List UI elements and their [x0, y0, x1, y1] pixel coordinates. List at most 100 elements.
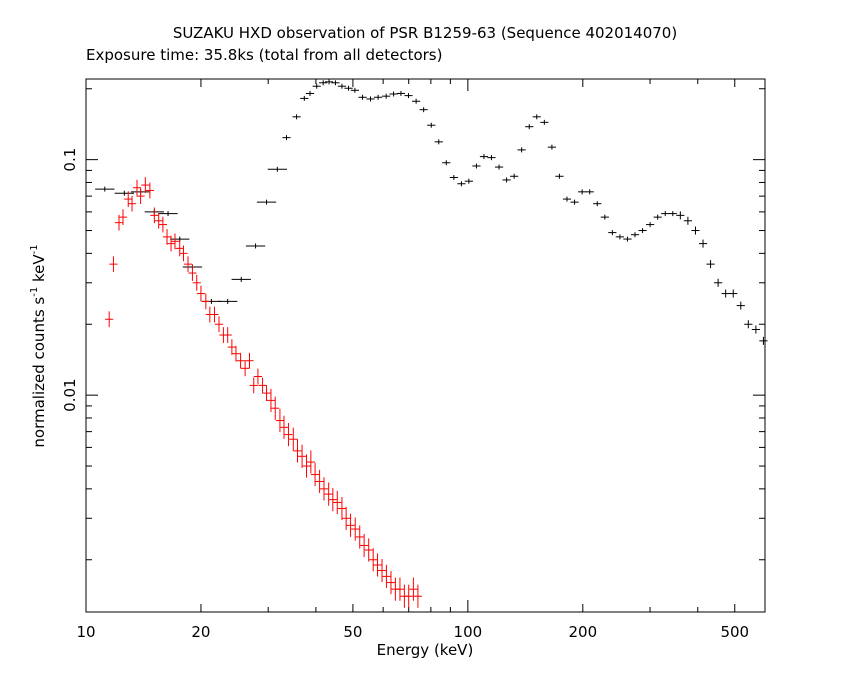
- data-point: [404, 584, 413, 608]
- data-point: [127, 195, 137, 212]
- data-point: [404, 93, 413, 99]
- data-point: [150, 207, 159, 224]
- data-point: [653, 214, 662, 220]
- data-point: [661, 211, 670, 217]
- data-point: [342, 506, 351, 530]
- data-point: [279, 415, 289, 439]
- data-point: [183, 256, 193, 273]
- data-point: [293, 439, 302, 463]
- data-point: [331, 80, 340, 86]
- data-point: [223, 327, 232, 343]
- y-tick-label: 0.1: [61, 148, 79, 172]
- data-point: [494, 164, 504, 170]
- y-axis-label-mid: keV: [30, 254, 48, 287]
- data-point: [736, 301, 745, 310]
- data-point: [578, 189, 587, 195]
- y-axis-label-main: normalized counts s: [30, 297, 48, 448]
- chart-title: SUZAKU HXD observation of PSR B1259-63 (…: [173, 24, 677, 42]
- data-point: [729, 289, 738, 298]
- data-point: [377, 558, 387, 583]
- data-point: [562, 196, 572, 202]
- data-point: [382, 564, 391, 588]
- data-point: [364, 538, 373, 562]
- data-point: [266, 388, 276, 412]
- data-point: [328, 488, 337, 512]
- data-point: [517, 147, 526, 153]
- data-point: [721, 289, 730, 298]
- data-point: [502, 177, 511, 183]
- data-point: [366, 96, 375, 102]
- axis-tick-labels: 10 20 50 100 200 500 0.1 0.01: [61, 148, 749, 641]
- axis-ticks: [85, 79, 766, 612]
- x-tick-label: 10: [76, 623, 95, 641]
- data-point: [369, 548, 378, 572]
- data-point: [373, 553, 382, 577]
- data-point: [759, 336, 768, 345]
- data-point: [630, 232, 640, 238]
- data-point: [271, 396, 280, 420]
- data-point: [412, 98, 421, 104]
- data-point: [413, 584, 423, 608]
- data-point: [683, 216, 692, 225]
- data-point: [608, 230, 617, 236]
- data-point: [141, 177, 150, 193]
- x-axis-label: Energy (keV): [377, 641, 474, 659]
- data-point: [310, 462, 320, 487]
- y-axis-label: normalized counts s-1 keV-1: [29, 244, 48, 447]
- data-point: [289, 427, 298, 451]
- data-point: [275, 408, 285, 433]
- data-point: [118, 209, 128, 226]
- data-point: [158, 211, 178, 217]
- data-point: [751, 325, 760, 334]
- data-point: [227, 339, 236, 355]
- data-point: [714, 278, 723, 287]
- data-point: [136, 188, 145, 204]
- data-point: [297, 444, 307, 468]
- data-point: [231, 345, 241, 362]
- data-point: [245, 243, 266, 249]
- data-point: [319, 477, 329, 501]
- data-point: [395, 577, 405, 601]
- data-point: [179, 245, 188, 262]
- data-point: [419, 107, 428, 113]
- data-point: [646, 222, 655, 228]
- x-tick-label: 50: [343, 623, 362, 641]
- data-point: [510, 173, 519, 179]
- data-point: [382, 93, 391, 99]
- plot-frame: [85, 78, 766, 613]
- data-point: [333, 490, 342, 515]
- data-point: [245, 352, 254, 369]
- data-point: [145, 182, 154, 199]
- x-tick-label: 20: [191, 623, 210, 641]
- data-point: [427, 122, 436, 128]
- data-point: [231, 276, 251, 282]
- data-point: [201, 293, 210, 310]
- data-point: [668, 211, 677, 217]
- data-point: [249, 377, 258, 394]
- data-point: [615, 234, 624, 240]
- data-point: [540, 119, 549, 125]
- series-1: [95, 79, 768, 345]
- data-point: [389, 91, 398, 97]
- data-point: [292, 114, 301, 120]
- data-point: [396, 90, 406, 96]
- data-point: [324, 482, 333, 506]
- data-point: [196, 285, 206, 302]
- data-point: [337, 83, 347, 89]
- data-point: [337, 496, 347, 521]
- data-point: [114, 190, 134, 196]
- data-point: [373, 94, 383, 100]
- data-point: [312, 83, 321, 89]
- data-point: [192, 274, 201, 291]
- data-point: [324, 79, 334, 85]
- x-tick-label: 200: [568, 623, 597, 641]
- data-point: [132, 179, 142, 196]
- data-point: [457, 181, 466, 187]
- data-point: [214, 316, 224, 333]
- data-point: [253, 368, 263, 385]
- data-point: [315, 469, 324, 494]
- data-point: [350, 87, 359, 93]
- data-point: [124, 191, 133, 207]
- data-point: [358, 94, 367, 100]
